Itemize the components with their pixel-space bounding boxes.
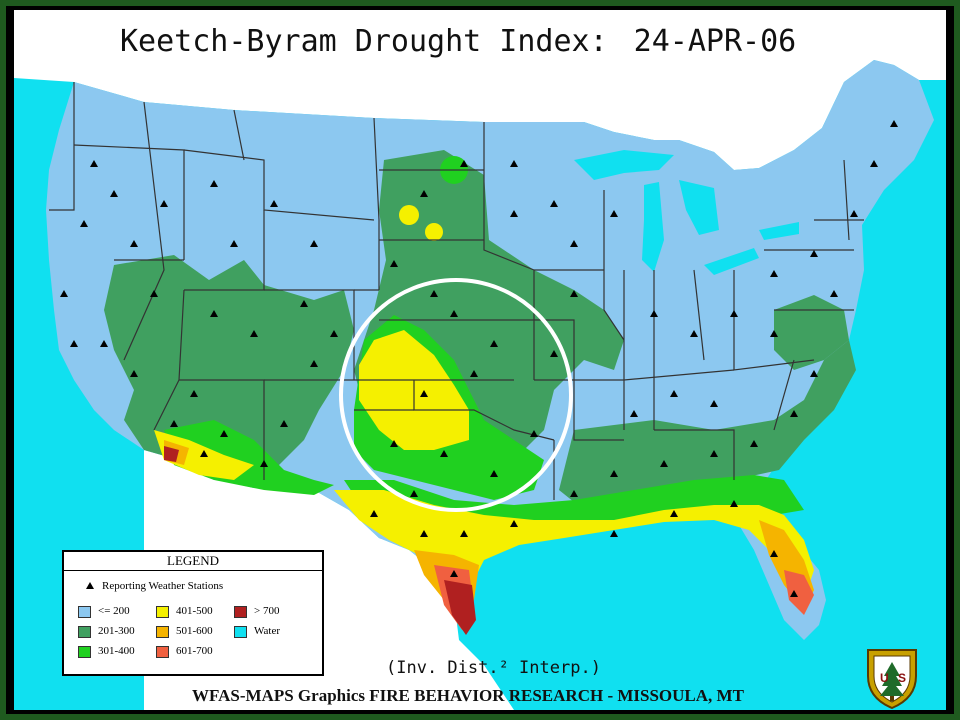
us-forest-service-shield-icon: U S	[867, 649, 917, 710]
sw-green	[164, 420, 334, 495]
lake-superior	[574, 150, 674, 180]
lake-erie	[704, 248, 759, 275]
legend-swatch-le200	[78, 606, 91, 618]
legend-swatch-301-400	[78, 646, 91, 658]
legend-label-gt700: > 700	[254, 605, 280, 617]
sd-yellow-spot-2	[425, 223, 443, 241]
legend-label-le200: <= 200	[98, 605, 130, 617]
highlight-circle	[339, 278, 573, 512]
florida-salmon	[784, 570, 814, 615]
map-title: Keetch-Byram Drought Index: 24-APR-06	[120, 24, 796, 59]
legend-title: LEGEND	[64, 552, 322, 571]
triangle-icon	[86, 582, 94, 589]
canada-land	[14, 10, 946, 170]
south-moderate	[559, 340, 856, 510]
legend-swatch-water	[234, 626, 247, 638]
legend-label-601-700: 601-700	[176, 645, 213, 657]
legend-swatch-401-500	[156, 606, 169, 618]
legend-label-301-400: 301-400	[98, 645, 135, 657]
az-red	[164, 446, 179, 462]
sd-yellow-spot	[399, 205, 419, 225]
state-boundaries	[49, 82, 864, 500]
footer-credit: WFAS-MAPS Graphics FIRE BEHAVIOR RESEARC…	[192, 686, 744, 705]
legend-label-401-500: 401-500	[176, 605, 213, 617]
west-moderate	[104, 255, 354, 480]
legend-box: LEGEND Reporting Weather Stations <= 200…	[62, 550, 324, 676]
legend-swatch-601-700	[156, 646, 169, 658]
legend-stations: Reporting Weather Stations	[86, 580, 223, 592]
legend-stations-label: Reporting Weather Stations	[102, 580, 224, 592]
texas-red	[444, 580, 476, 635]
svg-text:U: U	[880, 671, 889, 685]
map-panel: Keetch-Byram Drought Index: 24-APR-06 LEG…	[14, 10, 946, 710]
svg-text:S: S	[898, 671, 906, 685]
legend-swatch-501-600	[156, 626, 169, 638]
east-moderate	[774, 295, 849, 370]
legend-label-201-300: 201-300	[98, 625, 135, 637]
legend-swatch-201-300	[78, 626, 91, 638]
title-text: Keetch-Byram Drought Index:	[120, 24, 608, 59]
legend-swatch-gt700	[234, 606, 247, 618]
lake-huron	[679, 180, 719, 235]
interpolation-note: (Inv. Dist.² Interp.)	[386, 658, 601, 678]
lake-ontario	[759, 222, 799, 240]
lake-michigan	[642, 182, 664, 272]
weather-stations	[60, 120, 898, 597]
title-date: 24-APR-06	[633, 24, 797, 59]
legend-label-water: Water	[254, 625, 280, 637]
legend-label-501-600: 501-600	[176, 625, 213, 637]
